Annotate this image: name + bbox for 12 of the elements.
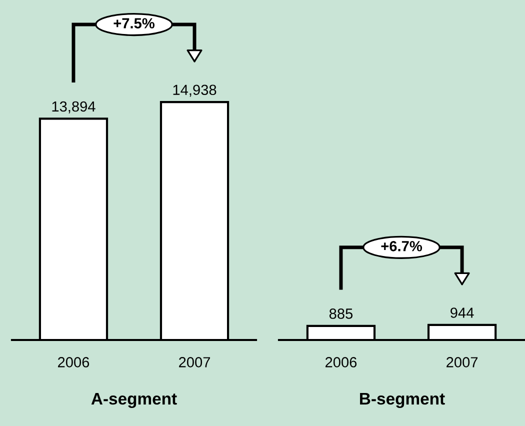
x-axis-title: A-segment: [91, 393, 177, 408]
x-tick-label: 2007: [446, 357, 478, 368]
data-label: 13,894: [52, 101, 96, 114]
x-tick-label: 2007: [179, 357, 210, 368]
x-tick-label: 2006: [58, 357, 90, 368]
data-label: 885: [329, 308, 353, 319]
text: +7.5%: [114, 18, 154, 28]
x-tick-label: 2006: [326, 357, 357, 368]
x-axis-title: B-segment: [360, 393, 445, 408]
data-label: 14,938: [173, 84, 216, 97]
data-label: 944: [450, 308, 474, 318]
text: +6.7%: [381, 241, 422, 252]
